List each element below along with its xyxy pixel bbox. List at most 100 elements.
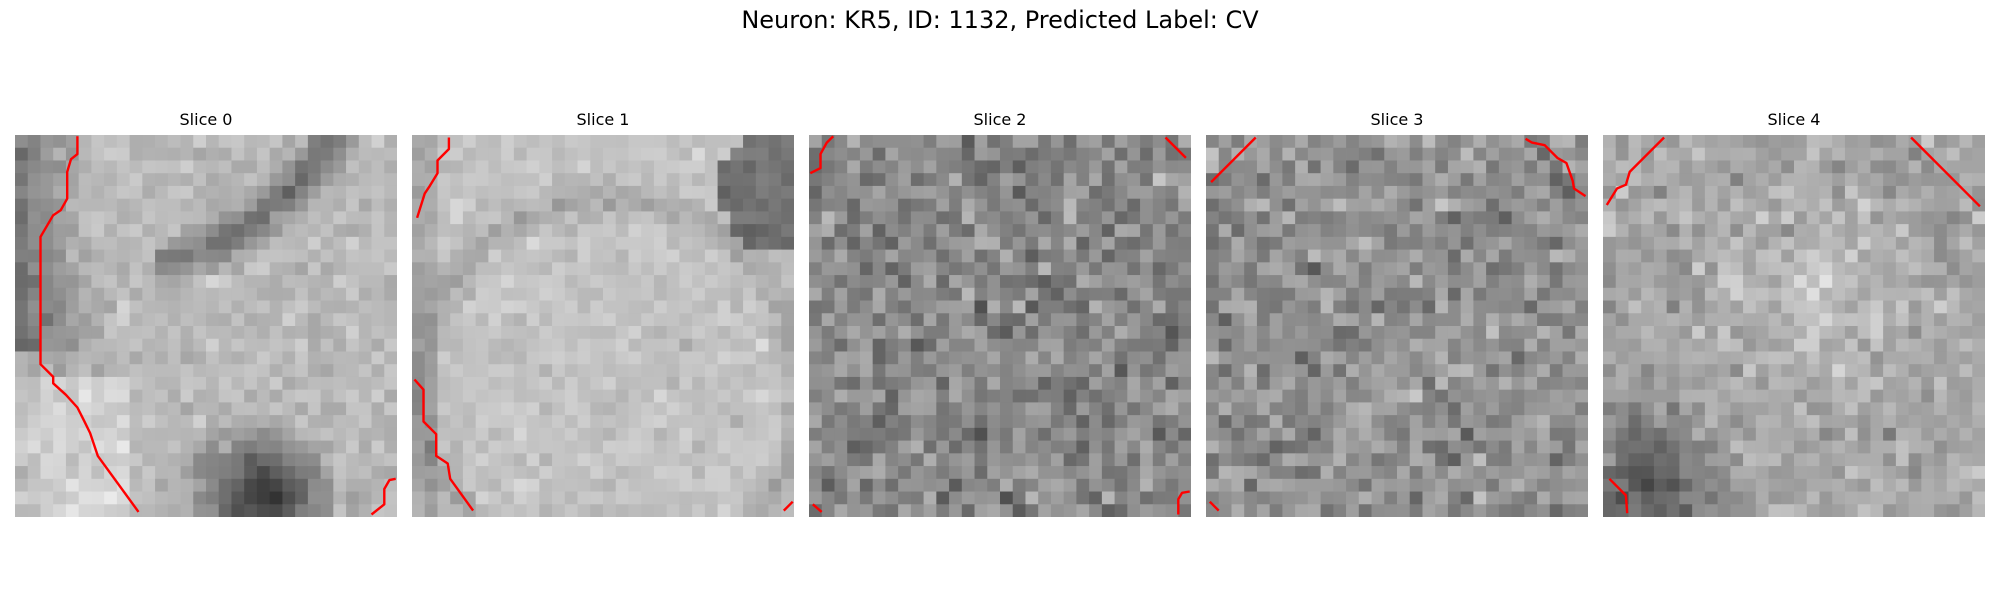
pixel [384, 160, 397, 174]
pixel [859, 135, 874, 149]
pixel [437, 262, 451, 276]
pixel [1358, 262, 1372, 276]
pixel [1959, 173, 1973, 187]
pixel [1371, 160, 1385, 174]
pixel [809, 224, 823, 238]
pixel [15, 326, 29, 340]
pixel [1730, 466, 1744, 480]
pixel [27, 427, 41, 441]
pixel [91, 275, 105, 289]
pixel [1435, 453, 1449, 467]
pixel [1206, 147, 1220, 161]
pixel [295, 135, 309, 149]
pixel [1934, 185, 1948, 200]
pixel [1320, 389, 1334, 403]
pixel [1140, 338, 1154, 352]
pixel [1422, 135, 1436, 149]
pixel [1511, 338, 1525, 352]
pixel [1460, 466, 1474, 480]
pixel [1447, 389, 1462, 403]
pixel [923, 504, 937, 517]
pixel [1206, 287, 1220, 301]
pixel [295, 466, 309, 480]
pixel [1256, 402, 1271, 416]
pixel [333, 147, 347, 161]
pixel [923, 185, 937, 200]
pixel [358, 376, 372, 391]
pixel [1012, 440, 1026, 454]
pixel [40, 427, 54, 441]
pixel [1628, 224, 1642, 238]
pixel [1371, 440, 1385, 454]
pixel [1883, 198, 1897, 212]
pixel [743, 198, 757, 212]
pixel [949, 364, 963, 378]
pixel [129, 364, 143, 378]
pixel [539, 351, 553, 365]
pixel [358, 326, 372, 340]
pixel [564, 147, 578, 161]
pixel [704, 160, 718, 174]
pixel [961, 287, 975, 301]
pixel [1832, 364, 1846, 378]
pixel [615, 249, 629, 263]
pixel [320, 415, 334, 429]
pixel [78, 173, 92, 187]
pixel [666, 147, 680, 161]
pixel [847, 364, 861, 378]
pixel [1038, 491, 1052, 505]
pixel [768, 453, 782, 467]
pixel [1819, 135, 1833, 149]
pixel [1397, 478, 1411, 492]
pixel [1921, 275, 1935, 289]
pixel [1575, 236, 1588, 250]
pixel [1972, 185, 1985, 200]
pixel [1972, 351, 1985, 365]
pixel [821, 478, 835, 492]
pixel [577, 224, 591, 238]
pixel [333, 287, 347, 301]
pixel [1679, 351, 1693, 365]
pixel [859, 351, 874, 365]
pixel [1473, 491, 1487, 505]
pixel [1524, 147, 1538, 161]
pixel [923, 415, 937, 429]
pixel [923, 249, 937, 263]
pixel [603, 236, 617, 250]
pixel [1717, 427, 1731, 441]
pixel [910, 236, 924, 250]
pixel [1743, 364, 1757, 378]
pixel [488, 275, 502, 289]
pixel [1730, 173, 1744, 187]
pixel [577, 453, 591, 467]
pixel [1524, 415, 1538, 429]
pixel [1256, 466, 1271, 480]
pixel [1972, 427, 1985, 441]
pixel [27, 313, 41, 327]
pixel [666, 300, 680, 314]
pixel [412, 351, 426, 365]
pixel [1165, 389, 1179, 403]
pixel [898, 211, 912, 225]
pixel [1256, 364, 1271, 378]
pixel [1857, 262, 1871, 276]
pixel [1511, 491, 1525, 505]
pixel [1934, 275, 1948, 289]
pixel [1562, 262, 1576, 276]
pixel [704, 326, 718, 340]
pixel [1025, 504, 1039, 517]
pixel [1768, 249, 1782, 263]
pixel [847, 185, 861, 200]
pixel [1218, 185, 1232, 200]
pixel [450, 491, 464, 505]
pixel [936, 326, 950, 340]
pixel [15, 376, 29, 391]
pixel [974, 427, 988, 441]
pixel [1755, 364, 1769, 378]
pixel [1295, 300, 1309, 314]
pixel [936, 147, 950, 161]
pixel [539, 313, 553, 327]
pixel [1282, 376, 1296, 391]
pixel [167, 313, 181, 327]
pixel [1050, 262, 1065, 276]
